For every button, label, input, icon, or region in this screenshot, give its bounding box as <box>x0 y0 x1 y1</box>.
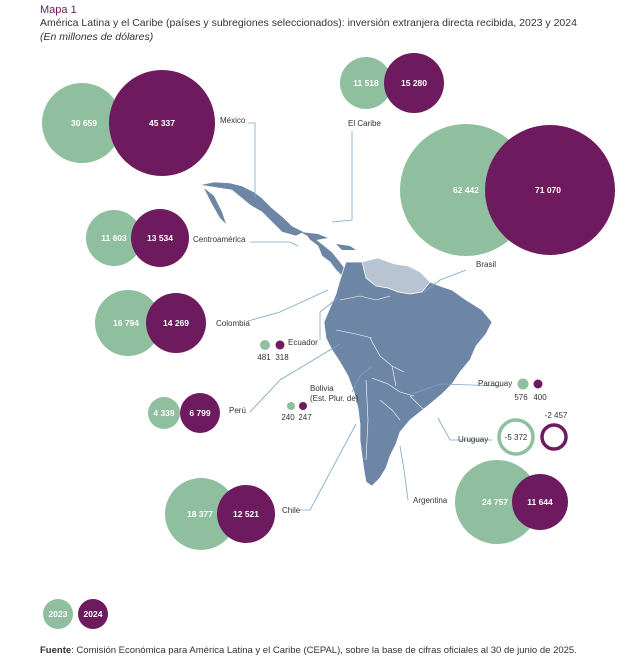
bubble-mexico-2024 <box>109 70 215 176</box>
bubble-uruguay-2024 <box>540 423 568 451</box>
land-mexico-centralamerica <box>199 181 347 277</box>
name-ecuador: Ecuador <box>288 338 318 347</box>
value-caribe-2023: 11 518 <box>353 78 379 88</box>
name-caribe: El Caribe <box>348 119 381 128</box>
bubble-bolivia-2023 <box>287 402 295 410</box>
source-note: Fuente: Comisión Económica para América … <box>40 645 577 656</box>
value-colombia-2023: 16 794 <box>113 318 139 328</box>
value-chile-2023: 18 377 <box>187 509 213 519</box>
name-brasil: Brasil <box>476 260 496 269</box>
legend-2023-label: 2023 <box>49 609 68 619</box>
bubble-ecuador-2023 <box>260 340 270 350</box>
name-colombia: Colombia <box>216 319 250 328</box>
value-ecuador-2023: 481 <box>257 353 271 362</box>
name-uruguay: Uruguay <box>458 435 488 444</box>
value-chile-2024: 12 521 <box>233 509 259 519</box>
figure-title: América Latina y el Caribe (países y sub… <box>40 17 577 29</box>
value-centroamerica-2023: 11 603 <box>101 233 127 243</box>
value-argentina-2023: 24 757 <box>482 497 508 507</box>
value-mexico-2023: 30 659 <box>71 118 97 128</box>
bubble-colombia-2024 <box>146 293 206 353</box>
value-paraguay-2024: 400 <box>533 393 547 402</box>
bubble-chile-2024 <box>217 485 275 543</box>
bubble-brasil-2024 <box>485 125 615 255</box>
bubble-mexico-2023 <box>42 83 122 163</box>
legend: 2023 2024 <box>43 599 108 629</box>
bubble-peru-2024 <box>180 393 220 433</box>
name-centroamerica: Centroamérica <box>193 235 246 244</box>
bubbles-layer: 30 659 45 337 México 11 518 15 280 El Ca… <box>42 53 615 550</box>
value-bolivia-2023: 240 <box>281 413 295 422</box>
name-argentina: Argentina <box>413 496 448 505</box>
bubble-argentina-2024 <box>512 474 568 530</box>
bubble-caribe-2024 <box>384 53 444 113</box>
figure-label: Mapa 1 <box>40 4 77 16</box>
name-paraguay: Paraguay <box>478 379 512 388</box>
value-argentina-2024: 11 644 <box>527 497 553 507</box>
source-text: : Comisión Económica para América Latina… <box>71 645 577 656</box>
legend-2024-swatch <box>78 599 108 629</box>
value-uruguay-2023: -5 372 <box>505 433 528 442</box>
name-bolivia-2: (Est. Plur. de) <box>310 394 359 403</box>
land-group <box>199 181 493 487</box>
value-paraguay-2023: 576 <box>514 393 528 402</box>
land-baja <box>204 188 226 224</box>
bubble-argentina-2023 <box>455 460 539 544</box>
legend-2024-label: 2024 <box>84 609 103 619</box>
name-peru: Perú <box>229 406 246 415</box>
value-caribe-2024: 15 280 <box>401 78 427 88</box>
name-chile: Chile <box>282 506 301 515</box>
value-brasil-2024: 71 070 <box>535 185 561 195</box>
value-brasil-2023: 62 442 <box>453 185 479 195</box>
bubble-colombia-2023 <box>95 290 161 356</box>
value-colombia-2024: 14 269 <box>163 318 189 328</box>
bubble-centroamerica-2023 <box>86 210 142 266</box>
bubble-chile-2023 <box>165 478 237 550</box>
bubble-bolivia-2024 <box>299 402 307 410</box>
bubble-peru-2023 <box>148 397 180 429</box>
value-peru-2023: 4 339 <box>153 408 175 418</box>
land-south-america <box>323 261 493 487</box>
name-bolivia: Bolivia <box>310 384 334 393</box>
bubble-ecuador-2024 <box>275 340 285 350</box>
figure-subtitle: (En millones de dólares) <box>40 31 154 43</box>
bubble-caribe-2023 <box>340 57 392 109</box>
land-borders <box>335 295 431 461</box>
bubble-paraguay-2024 <box>533 379 543 389</box>
bubble-centroamerica-2024 <box>131 209 189 267</box>
name-mexico: México <box>220 116 246 125</box>
leader-lines <box>247 122 504 511</box>
land-caribbean <box>300 232 356 250</box>
bubble-paraguay-2023 <box>517 378 529 390</box>
value-mexico-2024: 45 337 <box>149 118 175 128</box>
value-uruguay-2024: -2 457 <box>545 411 568 420</box>
value-bolivia-2024: 247 <box>298 413 312 422</box>
value-ecuador-2024: 318 <box>275 353 289 362</box>
legend-2023-swatch <box>43 599 73 629</box>
value-peru-2024: 6 799 <box>189 408 211 418</box>
source-prefix: Fuente <box>40 645 72 656</box>
value-centroamerica-2024: 13 534 <box>147 233 173 243</box>
bubble-uruguay-2023 <box>497 418 535 456</box>
